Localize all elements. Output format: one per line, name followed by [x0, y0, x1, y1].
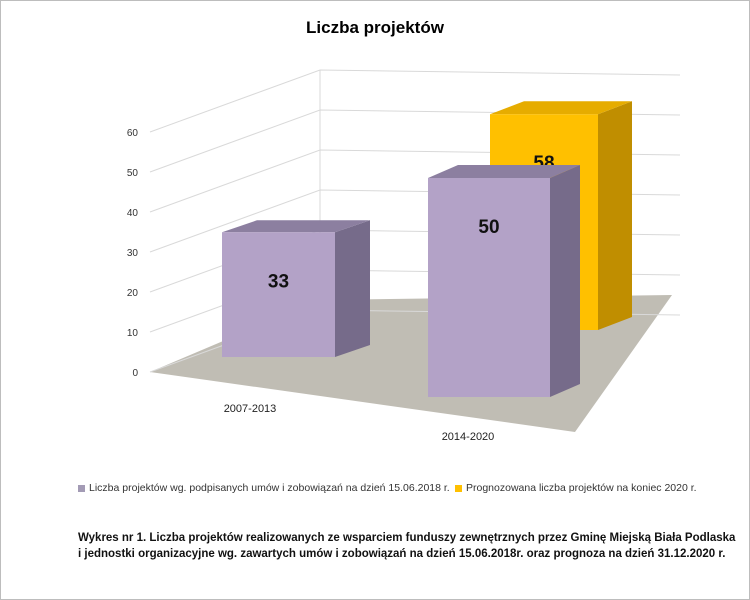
caption-line-2: i jednostki organizacyjne wg. zawartych … — [78, 548, 726, 560]
bar-top-face — [490, 101, 632, 115]
legend-swatch-yellow — [455, 484, 462, 492]
bar-front-face — [428, 178, 550, 397]
y-tick-label: 50 — [127, 168, 139, 179]
bar-front-face — [222, 232, 335, 357]
legend-label-forecast: Prognozowana liczba projektów na koniec … — [466, 482, 697, 494]
y-tick-label: 40 — [127, 208, 139, 219]
data-label: 33 — [268, 271, 289, 292]
y-tick-label: 10 — [127, 328, 139, 339]
legend-item-forecast: Prognozowana liczba projektów na koniec … — [455, 482, 697, 494]
bar-2014-2020-signed: 50 — [428, 165, 580, 397]
bar-side-face — [550, 165, 580, 397]
y-tick-label: 20 — [127, 288, 139, 299]
bar-top-face — [428, 165, 580, 178]
legend-item-signed: Liczba projektów wg. podpisanych umów i … — [78, 482, 450, 494]
legend-swatch-purple — [78, 484, 85, 492]
bar-side-face — [335, 220, 370, 357]
y-tick-label: 30 — [127, 248, 139, 259]
y-tick-label: 60 — [127, 128, 139, 139]
bar-2007-2013-signed: 33 — [222, 220, 370, 357]
data-label: 50 — [478, 217, 499, 238]
y-tick-label: 0 — [132, 368, 138, 379]
bar-top-face — [222, 220, 370, 233]
legend-label-signed: Liczba projektów wg. podpisanych umów i … — [89, 482, 450, 494]
caption-line-1: Wykres nr 1. Liczba projektów realizowan… — [78, 532, 736, 544]
figure-caption: Wykres nr 1. Liczba projektów realizowan… — [78, 530, 735, 562]
x-category-label: 2014-2020 — [442, 431, 495, 443]
chart-title: Liczba projektów — [306, 18, 444, 37]
bar-side-face — [598, 101, 632, 331]
x-category-label: 2007-2013 — [224, 403, 277, 415]
